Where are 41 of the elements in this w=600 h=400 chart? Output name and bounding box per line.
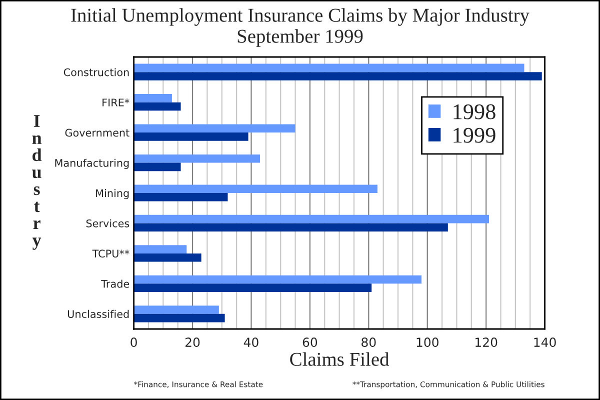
y-tick-label: Mining [96,189,129,200]
chart-title: Initial Unemployment Insurance Claims by Major Industry [71,8,530,26]
bar [134,214,490,224]
bar [134,253,202,262]
y-tick-label: Services [86,219,130,228]
x-tick-label: 120 [476,338,498,348]
bar [134,223,448,232]
x-axis-title: Claims Filed [290,352,390,366]
bar [134,64,524,72]
bar [134,162,181,172]
chart-subtitle: September 1999 [238,29,363,47]
legend-label: 1998 [454,104,496,120]
y-tick-label: Unclassified [68,310,129,318]
bar [134,284,372,292]
bar [134,314,225,322]
x-tick-label: 80 [362,338,376,348]
bar [134,184,378,193]
x-tick-label: 140 [534,338,556,348]
y-tick-label: Manufacturing [55,158,129,169]
bar [134,124,296,133]
x-tick-label: 100 [416,338,438,348]
bar [134,193,228,202]
bar [134,154,260,163]
x-tick-label: 0 [130,338,137,348]
x-tick-label: 20 [185,338,200,348]
y-tick-label: Construction [64,68,129,76]
x-tick-label: 40 [244,338,258,348]
bar [134,245,187,254]
bar [134,275,422,284]
y-axis-title: Industry [32,115,42,250]
bar [134,102,181,111]
bar [134,94,172,102]
x-tick-label: 60 [302,338,318,348]
y-tick-label: Government [65,128,130,137]
bar [134,72,542,80]
y-tick-label: Trade [101,280,130,288]
y-tick-label: TCPU** [92,250,130,258]
legend-label: 1999 [454,128,496,143]
bar [134,306,219,314]
bar [134,132,248,141]
y-tick-label: FIRE* [102,98,130,106]
